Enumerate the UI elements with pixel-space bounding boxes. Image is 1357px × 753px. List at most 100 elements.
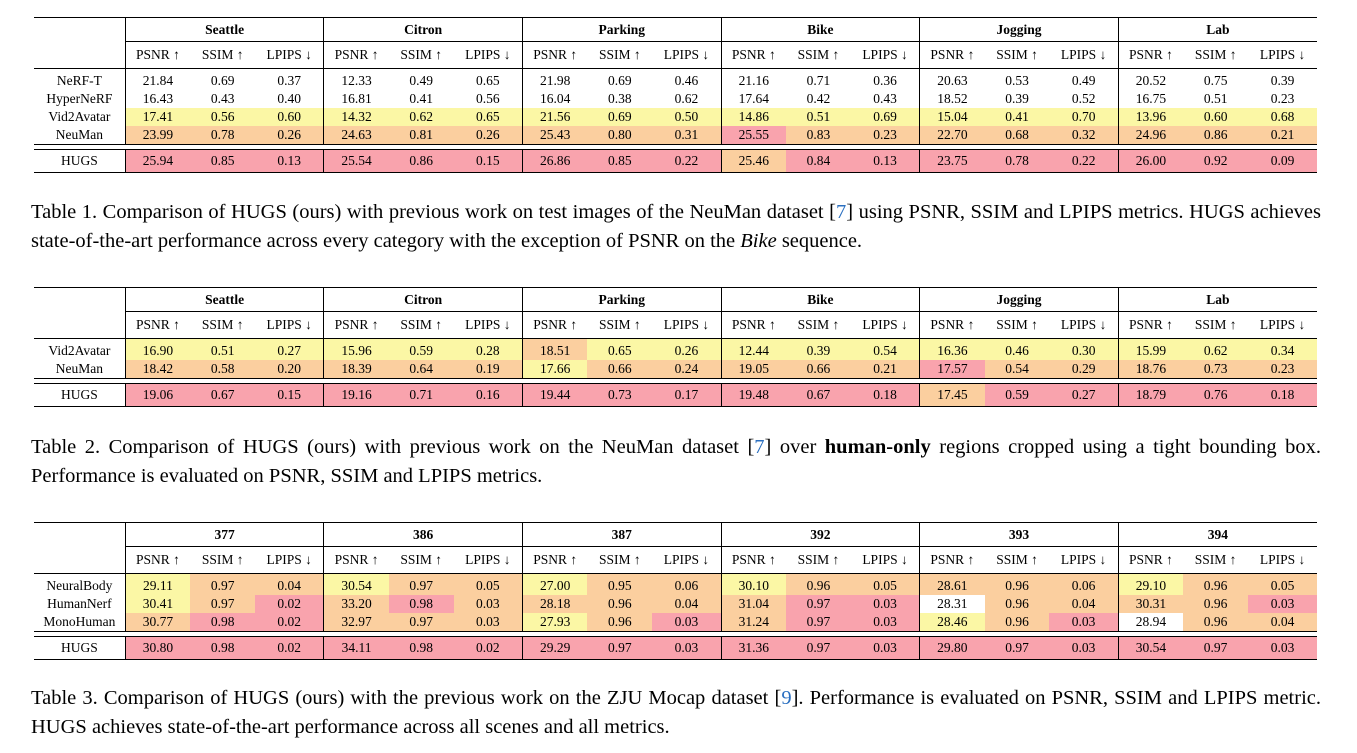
value-cell: 30.41 — [124, 595, 191, 613]
group-header: Citron — [323, 17, 523, 42]
value-cell: 0.31 — [652, 126, 722, 145]
value-cell: 0.17 — [652, 383, 722, 407]
value-cell: 17.45 — [919, 383, 985, 407]
value-cell: 0.54 — [984, 360, 1050, 379]
value-cell: 25.94 — [124, 149, 191, 173]
value-cell: 0.97 — [984, 636, 1050, 660]
citation-link[interactable]: 9 — [781, 687, 792, 709]
method-name: Vid2Avatar — [48, 109, 111, 124]
value-cell: 24.63 — [323, 126, 389, 145]
metric-header: LPIPS ↓ — [1060, 317, 1107, 332]
value-cell: 12.44 — [720, 338, 786, 360]
citation-link[interactable]: 7 — [754, 436, 765, 458]
metric-header: SSIM ↑ — [996, 47, 1038, 62]
metric-header: PSNR ↑ — [919, 311, 985, 339]
value-cell: 21.98 — [521, 68, 588, 90]
value-cell: 0.97 — [587, 636, 653, 660]
value-cell: 0.64 — [388, 360, 454, 379]
value-cell: 24.96 — [1117, 126, 1184, 145]
table-row: MonoHuman 30.77 0.98 0.02 32.97 0.97 0.03 27.93… — [34, 613, 1317, 632]
value-cell: 0.97 — [388, 613, 454, 632]
value-cell: 34.11 — [323, 636, 389, 660]
value-cell: 0.24 — [652, 360, 722, 379]
value-cell: 18.79 — [1117, 383, 1184, 407]
value-cell: 0.85 — [190, 149, 256, 173]
metric-header: SSIM ↑ — [1194, 552, 1237, 567]
metric-header: PSNR ↑ — [720, 41, 786, 69]
value-cell: 31.36 — [720, 636, 786, 660]
metric-header: PSNR ↑ — [124, 41, 191, 69]
value-cell: 29.80 — [919, 636, 985, 660]
value-cell: 0.69 — [850, 108, 920, 126]
value-cell: 0.03 — [652, 613, 722, 632]
value-cell: 27.00 — [521, 573, 588, 595]
value-cell: 0.03 — [850, 595, 920, 613]
row-spacer — [34, 631, 1317, 637]
metric-header: SSIM ↑ — [201, 47, 244, 62]
value-cell: 0.16 — [453, 383, 523, 407]
metric-header: SSIM ↑ — [1194, 47, 1237, 62]
row-spacer — [34, 378, 1317, 384]
value-cell: 29.10 — [1117, 573, 1184, 595]
value-cell: 0.23 — [1248, 90, 1317, 108]
value-cell: 25.55 — [720, 126, 786, 145]
value-cell: 0.97 — [785, 636, 851, 660]
value-cell: 0.13 — [850, 149, 920, 173]
value-cell: 18.52 — [919, 90, 985, 108]
value-cell: 0.39 — [1248, 68, 1317, 90]
metric-header: PSNR ↑ — [720, 546, 786, 574]
value-cell: 0.97 — [785, 613, 851, 632]
metric-header: SSIM ↑ — [1194, 317, 1237, 332]
value-cell: 0.02 — [255, 595, 324, 613]
metric-header: SSIM ↑ — [797, 317, 840, 332]
value-cell: 18.39 — [323, 360, 389, 379]
value-cell: 0.60 — [1183, 108, 1249, 126]
value-cell: 0.22 — [1049, 149, 1119, 173]
table-2: Seattle Citron Parking Bike Jogging Lab PSNR ↑… — [34, 287, 1317, 407]
value-cell: 0.03 — [1248, 636, 1317, 660]
value-cell: 16.81 — [323, 90, 389, 108]
value-cell: 0.96 — [785, 573, 851, 595]
method-name: Vid2Avatar — [34, 338, 126, 360]
group-header: Seattle — [124, 287, 324, 312]
metric-header: PSNR ↑ — [1117, 41, 1184, 69]
value-cell: 0.73 — [1183, 360, 1249, 379]
value-cell: 0.80 — [587, 126, 653, 145]
value-cell: 18.42 — [124, 360, 191, 379]
method-name: MonoHuman — [43, 614, 116, 629]
value-cell: 0.18 — [850, 383, 920, 407]
value-cell: 23.99 — [124, 126, 191, 145]
table-row: Vid2Avatar 17.41 0.56 0.60 14.32 0.62 0.65 21.5… — [34, 108, 1317, 126]
method-name: NeRF-T — [34, 68, 126, 90]
metric-header: LPIPS ↓ — [862, 317, 908, 332]
method-name: HUGS — [34, 149, 126, 173]
value-cell: 0.68 — [1248, 108, 1317, 126]
value-cell: 0.23 — [850, 126, 920, 145]
value-cell: 17.41 — [124, 108, 191, 126]
value-cell: 0.43 — [850, 90, 920, 108]
value-cell: 0.71 — [785, 68, 851, 90]
citation-link[interactable]: 7 — [835, 201, 847, 223]
table-2-caption: Table 2. Comparison of HUGS (ours) with … — [31, 436, 1321, 487]
value-cell: 0.96 — [984, 613, 1050, 632]
metric-header: PSNR ↑ — [521, 311, 588, 339]
value-cell: 0.27 — [255, 338, 324, 360]
method-name: HumanNerf — [47, 596, 112, 611]
value-cell: 0.41 — [388, 90, 454, 108]
method-name: NeuralBody — [34, 573, 126, 595]
value-cell: 31.04 — [720, 595, 786, 613]
metric-header: LPIPS ↓ — [1259, 317, 1306, 332]
value-cell: 0.98 — [190, 636, 256, 660]
value-cell: 0.23 — [1248, 360, 1317, 379]
group-header: Lab — [1117, 17, 1317, 42]
value-cell: 27.93 — [521, 613, 588, 632]
table-1-caption: Table 1. Comparison of HUGS (ours) with … — [31, 201, 1321, 252]
value-cell: 0.96 — [1183, 613, 1249, 632]
value-cell: 0.65 — [587, 338, 653, 360]
method-name: HUGS — [34, 383, 126, 407]
value-cell: 0.26 — [652, 338, 722, 360]
value-cell: 0.95 — [587, 573, 653, 595]
value-cell: 0.37 — [255, 68, 324, 90]
value-cell: 0.59 — [388, 338, 454, 360]
metric-header: LPIPS ↓ — [663, 552, 710, 567]
